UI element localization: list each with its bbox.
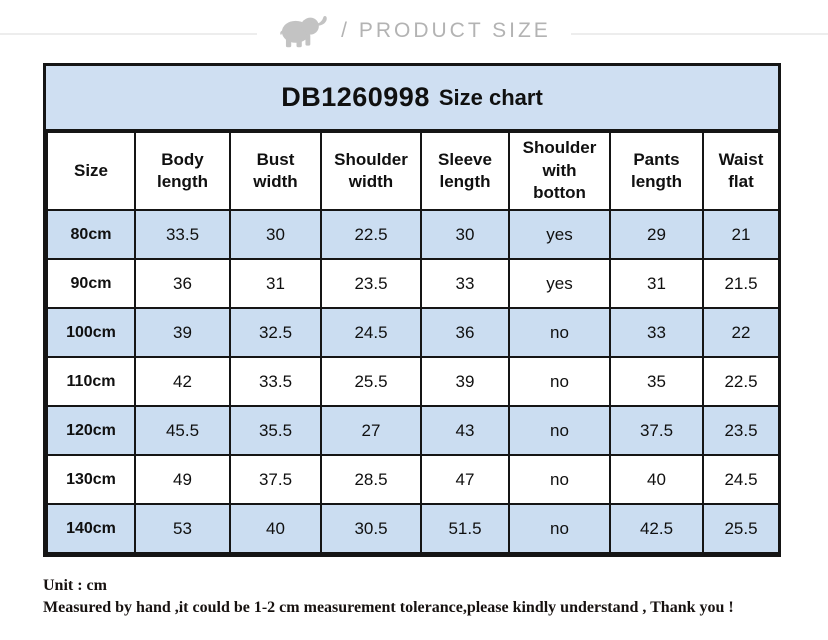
value-cell: 39 (420, 356, 510, 407)
column-header: Sleeve length (420, 131, 510, 211)
size-chart: DB1260998 Size chart Size Body length Bust… (43, 63, 781, 557)
value-cell: 39 (134, 307, 231, 358)
value-cell: 37.5 (229, 454, 322, 505)
value-cell: 33.5 (229, 356, 322, 407)
table-row: 120cm 45.5 35.5 27 43 no 37.5 23.5 (46, 405, 780, 456)
size-label-cell: 100cm (46, 307, 136, 358)
value-cell: 23.5 (702, 405, 780, 456)
column-header: Waist flat (702, 131, 780, 211)
value-cell: 53 (134, 503, 231, 554)
size-chart-title: DB1260998 Size chart (46, 66, 778, 131)
value-cell: no (508, 454, 611, 505)
value-cell: 33.5 (134, 209, 231, 260)
value-cell: 51.5 (420, 503, 510, 554)
value-cell: no (508, 356, 611, 407)
value-cell: 43 (420, 405, 510, 456)
tolerance-note: Measured by hand ,it could be 1-2 cm mea… (43, 599, 734, 616)
column-header-row: Size Body length Bust width Shoulder width S… (46, 131, 780, 211)
value-cell: 42.5 (609, 503, 704, 554)
size-label-cell: 130cm (46, 454, 136, 505)
column-header: Body length (134, 131, 231, 211)
table-row: 130cm 49 37.5 28.5 47 no 40 24.5 (46, 454, 780, 505)
value-cell: no (508, 307, 611, 358)
size-label-cell: 80cm (46, 209, 136, 260)
page-header-title: / PRODUCT SIZE (341, 19, 551, 42)
footer-notes: Unit : cm Measured by hand ,it could be … (43, 575, 803, 619)
value-cell: 23.5 (320, 258, 422, 309)
value-cell: 30.5 (320, 503, 422, 554)
value-cell: 33 (609, 307, 704, 358)
value-cell: no (508, 503, 611, 554)
value-cell: 31 (609, 258, 704, 309)
value-cell: 29 (609, 209, 704, 260)
elephant-icon (277, 12, 329, 50)
table-row: 110cm 42 33.5 25.5 39 no 35 22.5 (46, 356, 780, 407)
value-cell: 25.5 (320, 356, 422, 407)
table-row: 90cm 36 31 23.5 33 yes 31 21.5 (46, 258, 780, 309)
value-cell: yes (508, 209, 611, 260)
table-row: 100cm 39 32.5 24.5 36 no 33 22 (46, 307, 780, 358)
size-label-cell: 110cm (46, 356, 136, 407)
value-cell: 45.5 (134, 405, 231, 456)
value-cell: yes (508, 258, 611, 309)
size-chart-table: Size Body length Bust width Shoulder width S… (46, 131, 780, 554)
size-label-cell: 120cm (46, 405, 136, 456)
value-cell: 24.5 (702, 454, 780, 505)
page-header: / PRODUCT SIZE (0, 8, 828, 54)
column-header: Shoulder width (320, 131, 422, 211)
column-header: Shoulder with botton (508, 131, 611, 211)
column-header: Pants length (609, 131, 704, 211)
value-cell: 25.5 (702, 503, 780, 554)
value-cell: 32.5 (229, 307, 322, 358)
value-cell: 47 (420, 454, 510, 505)
product-model-code: DB1260998 (281, 82, 430, 112)
unit-note: Unit : cm (43, 577, 107, 594)
value-cell: 22 (702, 307, 780, 358)
value-cell: 36 (134, 258, 231, 309)
value-cell: 22.5 (320, 209, 422, 260)
table-row: 140cm 53 40 30.5 51.5 no 42.5 25.5 (46, 503, 780, 554)
column-header: Size (46, 131, 136, 211)
value-cell: 42 (134, 356, 231, 407)
value-cell: 28.5 (320, 454, 422, 505)
value-cell: 36 (420, 307, 510, 358)
value-cell: 30 (420, 209, 510, 260)
value-cell: 21.5 (702, 258, 780, 309)
value-cell: no (508, 405, 611, 456)
value-cell: 37.5 (609, 405, 704, 456)
value-cell: 35.5 (229, 405, 322, 456)
size-chart-title-text: Size chart (438, 84, 543, 110)
value-cell: 33 (420, 258, 510, 309)
value-cell: 40 (229, 503, 322, 554)
size-label-cell: 90cm (46, 258, 136, 309)
value-cell: 22.5 (702, 356, 780, 407)
value-cell: 21 (702, 209, 780, 260)
value-cell: 27 (320, 405, 422, 456)
value-cell: 30 (229, 209, 322, 260)
value-cell: 49 (134, 454, 231, 505)
table-row: 80cm 33.5 30 22.5 30 yes 29 21 (46, 209, 780, 260)
value-cell: 35 (609, 356, 704, 407)
column-header: Bust width (229, 131, 322, 211)
value-cell: 40 (609, 454, 704, 505)
size-label-cell: 140cm (46, 503, 136, 554)
value-cell: 24.5 (320, 307, 422, 358)
value-cell: 31 (229, 258, 322, 309)
